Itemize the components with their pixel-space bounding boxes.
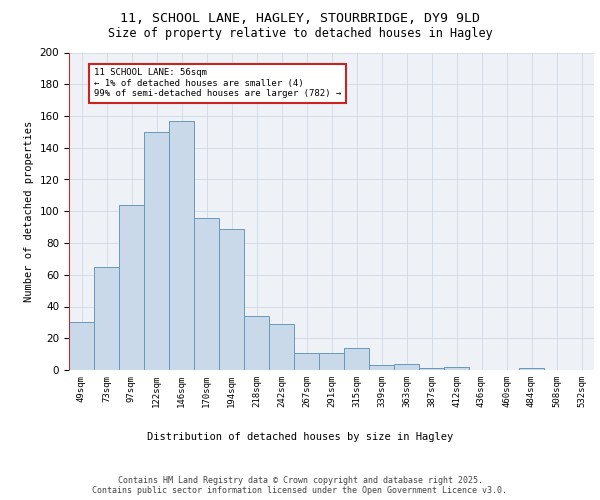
Bar xyxy=(344,348,369,370)
Bar xyxy=(194,218,219,370)
Bar xyxy=(319,352,344,370)
Bar xyxy=(444,367,469,370)
Bar xyxy=(269,324,294,370)
Text: 11 SCHOOL LANE: 56sqm
← 1% of detached houses are smaller (4)
99% of semi-detach: 11 SCHOOL LANE: 56sqm ← 1% of detached h… xyxy=(94,68,341,98)
Text: 11, SCHOOL LANE, HAGLEY, STOURBRIDGE, DY9 9LD: 11, SCHOOL LANE, HAGLEY, STOURBRIDGE, DY… xyxy=(120,12,480,26)
Bar xyxy=(94,267,119,370)
Bar xyxy=(294,352,319,370)
Bar xyxy=(219,228,244,370)
Text: Distribution of detached houses by size in Hagley: Distribution of detached houses by size … xyxy=(147,432,453,442)
Bar xyxy=(119,205,144,370)
Bar xyxy=(144,132,169,370)
Bar xyxy=(244,316,269,370)
Bar xyxy=(519,368,544,370)
Text: Contains HM Land Registry data © Crown copyright and database right 2025.
Contai: Contains HM Land Registry data © Crown c… xyxy=(92,476,508,495)
Bar xyxy=(69,322,94,370)
Bar xyxy=(419,368,444,370)
Y-axis label: Number of detached properties: Number of detached properties xyxy=(24,120,34,302)
Text: Size of property relative to detached houses in Hagley: Size of property relative to detached ho… xyxy=(107,28,493,40)
Bar xyxy=(369,365,394,370)
Bar xyxy=(169,121,194,370)
Bar xyxy=(394,364,419,370)
